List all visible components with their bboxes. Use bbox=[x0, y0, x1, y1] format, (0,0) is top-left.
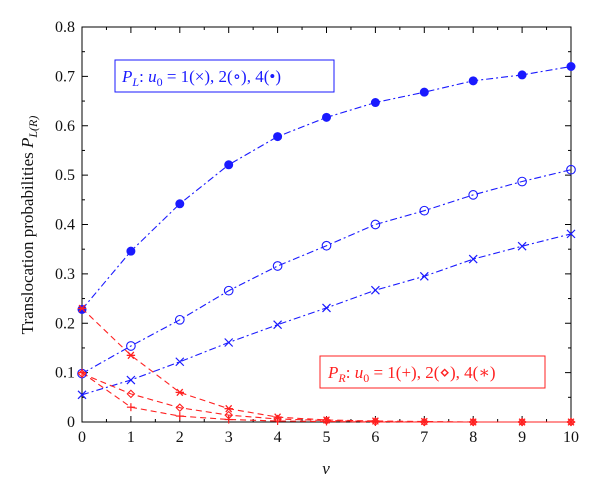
data-point-x bbox=[566, 229, 576, 239]
data-point-plus bbox=[273, 417, 282, 426]
legend-pr: PR: u0 = 1(+), 2(⋄), 4(∗) bbox=[319, 355, 546, 389]
x-tick-label: 4 bbox=[274, 429, 282, 446]
data-point-circle-open bbox=[223, 285, 234, 296]
data-point-asterisk bbox=[469, 418, 478, 426]
data-point-circle-open bbox=[370, 219, 381, 230]
data-point-x bbox=[468, 254, 478, 264]
data-point-diamond bbox=[371, 417, 380, 426]
data-point-diamond bbox=[273, 414, 282, 424]
data-point-circle-filled bbox=[419, 87, 429, 97]
y-tick-label: 0 bbox=[67, 414, 75, 431]
data-point-diamond bbox=[126, 389, 136, 399]
y-axis-label-symbol: P bbox=[18, 138, 37, 149]
data-point-circle-open bbox=[517, 176, 527, 187]
x-tick-label: 1 bbox=[127, 429, 135, 446]
x-tick-label: 9 bbox=[518, 429, 526, 446]
series-line-pl-circle-filled bbox=[81, 65, 572, 310]
tick-labels: 0 1 2 3 4 5 6 7 8 9 10 0 0.1 0.2 0.3 0.4 0.5 0.6 0.7 0.8 bbox=[55, 19, 579, 446]
data-point-circle-filled bbox=[517, 70, 527, 80]
data-point-asterisk bbox=[566, 418, 576, 426]
series-line-pr-asterisk bbox=[81, 308, 571, 423]
data-point-circle-filled bbox=[370, 98, 380, 108]
data-point-x bbox=[273, 320, 283, 330]
data-point-diamond bbox=[77, 369, 87, 378]
x-axis-label: v bbox=[322, 459, 330, 478]
data-point-asterisk bbox=[126, 351, 136, 360]
x-tick-label: 5 bbox=[323, 429, 331, 446]
data-point-x bbox=[370, 285, 380, 295]
y-tick-label: 0.1 bbox=[55, 365, 75, 382]
data-point-diamond bbox=[175, 403, 185, 413]
data-point-asterisk bbox=[273, 413, 282, 421]
data-point-circle-filled bbox=[175, 199, 185, 209]
data-point-asterisk bbox=[224, 404, 233, 413]
series-line-pl-circle-open bbox=[81, 169, 572, 375]
data-point-circle-open bbox=[321, 240, 332, 251]
x-tick-label: 0 bbox=[78, 429, 86, 446]
y-axis-label-subscript: L(R) bbox=[26, 116, 40, 139]
data-point-circle-filled bbox=[126, 246, 136, 256]
y-tick-label: 0.5 bbox=[55, 167, 75, 184]
x-tick-label: 10 bbox=[563, 429, 579, 446]
data-point-circle-open bbox=[272, 261, 283, 271]
series-line-pr-plus bbox=[81, 372, 571, 423]
data-point-x bbox=[517, 241, 527, 251]
data-point-circle-filled bbox=[77, 304, 87, 314]
series-markers bbox=[77, 62, 576, 427]
legend-pr-text: PR: u0 = 1(+), 2(⋄), 4(∗) bbox=[327, 363, 496, 385]
data-point-plus bbox=[175, 412, 184, 421]
y-tick-label: 0.7 bbox=[55, 68, 75, 85]
data-point-diamond bbox=[468, 417, 478, 427]
legend-pl-box bbox=[114, 59, 335, 93]
data-point-diamond bbox=[566, 417, 576, 427]
data-point-x bbox=[77, 390, 87, 400]
y-tick-label: 0.8 bbox=[55, 19, 75, 36]
y-axis-label-main: Translocation probabilities bbox=[18, 148, 37, 334]
legend-pl: PL: u0 = 1(×), 2(∘), 4(•) bbox=[114, 59, 335, 93]
data-point-asterisk bbox=[77, 304, 87, 313]
data-point-asterisk bbox=[420, 417, 429, 426]
data-point-diamond bbox=[419, 417, 429, 427]
x-tick-label: 7 bbox=[420, 429, 428, 446]
legend-pr-box bbox=[319, 355, 546, 389]
data-point-asterisk bbox=[322, 416, 331, 424]
data-point-diamond bbox=[322, 416, 331, 425]
x-tick-label: 2 bbox=[176, 429, 184, 446]
data-point-asterisk bbox=[371, 417, 380, 425]
data-point-x bbox=[224, 338, 234, 347]
data-point-asterisk bbox=[517, 418, 527, 426]
data-point-circle-filled bbox=[224, 160, 234, 170]
data-point-x bbox=[175, 357, 185, 367]
data-point-diamond bbox=[517, 417, 527, 427]
x-tick-label: 8 bbox=[469, 429, 477, 446]
y-tick-label: 0.2 bbox=[55, 315, 75, 332]
data-point-circle-open bbox=[566, 164, 576, 175]
y-tick-label: 0.3 bbox=[55, 266, 75, 283]
x-tick-label: 6 bbox=[371, 429, 379, 446]
data-point-circle-filled bbox=[566, 62, 576, 71]
data-point-circle-open bbox=[419, 205, 430, 216]
data-point-circle-open bbox=[126, 341, 136, 351]
data-point-diamond bbox=[224, 410, 234, 420]
data-point-circle-open bbox=[468, 190, 479, 200]
data-point-circle-filled bbox=[468, 76, 478, 86]
y-tick-label: 0.6 bbox=[55, 118, 75, 135]
data-point-asterisk bbox=[175, 388, 184, 397]
x-tick-label: 3 bbox=[225, 429, 233, 446]
data-point-circle-filled bbox=[322, 112, 331, 122]
legend-pl-text: PL: u0 = 1(×), 2(∘), 4(•) bbox=[121, 67, 281, 89]
data-point-x bbox=[322, 303, 331, 313]
data-point-circle-filled bbox=[273, 132, 283, 142]
y-axis-label: Translocation probabilities PL(R) bbox=[18, 116, 40, 335]
data-point-plus bbox=[126, 403, 135, 412]
data-point-x bbox=[126, 375, 136, 385]
data-point-plus bbox=[224, 415, 233, 424]
y-tick-label: 0.4 bbox=[55, 217, 75, 234]
data-point-x bbox=[419, 271, 429, 281]
data-point-circle-open bbox=[174, 314, 185, 325]
